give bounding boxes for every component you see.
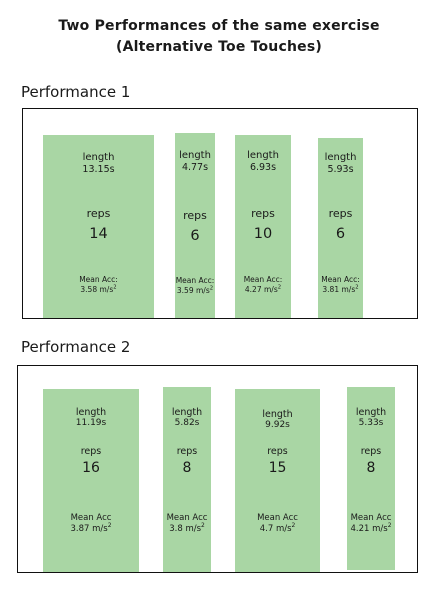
mean-acc-label: Mean Acc bbox=[350, 513, 392, 523]
performance-1-segment-3: length 6.93s reps 10 Mean Acc: 4.27 m/s2 bbox=[235, 135, 291, 318]
reps-value: 6 bbox=[190, 228, 200, 244]
mean-acc-value: 3.8 m/s2 bbox=[169, 522, 205, 534]
length-label: length bbox=[355, 407, 387, 418]
reps-value: 6 bbox=[335, 226, 346, 242]
mean-acc-label: Mean Acc bbox=[166, 513, 208, 523]
reps-value: 10 bbox=[253, 226, 273, 242]
performance-2-segment-4: length 5.33s reps 8 Mean Acc 4.21 m/s2 bbox=[347, 387, 395, 570]
title-line-2: (Alternative Toe Touches) bbox=[116, 39, 322, 55]
mean-acc-value: 4.7 m/s2 bbox=[259, 522, 296, 534]
reps-value: 8 bbox=[366, 460, 376, 476]
performance-2-frame: length 11.19s reps 16 Mean Acc 3.87 m/s2… bbox=[17, 365, 418, 573]
length-value: 6.93s bbox=[249, 162, 277, 173]
mean-acc-label: Mean Acc: bbox=[175, 276, 215, 285]
mean-acc-value: 4.27 m/s2 bbox=[244, 284, 282, 294]
length-label: length bbox=[75, 407, 107, 418]
mean-acc-label: Mean Acc: bbox=[321, 275, 360, 284]
performance-1-segment-1: length 13.15s reps 14 Mean Acc: 3.58 m/s… bbox=[43, 135, 154, 318]
reps-label: reps bbox=[267, 446, 288, 457]
length-label: length bbox=[324, 152, 357, 163]
length-value: 5.82s bbox=[174, 418, 200, 428]
reps-value: 8 bbox=[182, 460, 192, 476]
performance-1-frame: length 13.15s reps 14 Mean Acc: 3.58 m/s… bbox=[22, 108, 418, 319]
length-value: 5.33s bbox=[358, 418, 384, 428]
reps-label: reps bbox=[251, 207, 275, 220]
length-value: 13.15s bbox=[82, 164, 115, 175]
mean-acc-value: 4.21 m/s2 bbox=[350, 522, 392, 534]
length-value: 11.19s bbox=[75, 418, 107, 428]
performance-1-label: Performance 1 bbox=[21, 83, 131, 101]
performance-1-segment-2: length 4.77s reps 6 Mean Acc: 3.59 m/s2 bbox=[175, 133, 215, 318]
mean-acc-value: 3.87 m/s2 bbox=[70, 522, 112, 534]
mean-acc-label: Mean Acc: bbox=[243, 275, 283, 284]
reps-label: reps bbox=[80, 446, 102, 457]
length-value: 5.93s bbox=[327, 164, 354, 175]
reps-label: reps bbox=[176, 446, 198, 457]
mean-acc-label: Mean Acc bbox=[70, 513, 112, 523]
performance-2-label: Performance 2 bbox=[21, 338, 131, 356]
reps-value: 14 bbox=[89, 226, 108, 242]
reps-label: reps bbox=[86, 207, 111, 220]
length-value: 9.92s bbox=[265, 420, 290, 430]
performance-1-segment-4: length 5.93s reps 6 Mean Acc: 3.81 m/s2 bbox=[318, 138, 363, 318]
length-label: length bbox=[262, 409, 293, 420]
performance-2-segment-3: length 9.92s reps 15 Mean Acc 4.7 m/s2 bbox=[235, 389, 320, 572]
reps-label: reps bbox=[183, 209, 207, 222]
length-label: length bbox=[171, 407, 203, 418]
length-label: length bbox=[179, 150, 211, 161]
length-value: 4.77s bbox=[181, 162, 209, 173]
title-line-1: Two Performances of the same exercise bbox=[58, 18, 380, 34]
mean-acc-value: 3.81 m/s2 bbox=[322, 284, 359, 294]
reps-value: 16 bbox=[82, 460, 100, 476]
mean-acc-label: Mean Acc: bbox=[79, 275, 118, 284]
reps-label: reps bbox=[360, 446, 382, 457]
mean-acc-value: 3.58 m/s2 bbox=[80, 284, 117, 294]
mean-acc-label: Mean Acc bbox=[257, 513, 298, 523]
reps-label: reps bbox=[328, 207, 353, 220]
performance-2-segment-2: length 5.82s reps 8 Mean Acc 3.8 m/s2 bbox=[163, 387, 211, 572]
length-label: length bbox=[247, 150, 279, 161]
reps-value: 15 bbox=[268, 460, 287, 476]
performance-2-segment-1: length 11.19s reps 16 Mean Acc 3.87 m/s2 bbox=[43, 389, 139, 572]
length-label: length bbox=[82, 152, 115, 163]
mean-acc-value: 3.59 m/s2 bbox=[176, 285, 214, 295]
